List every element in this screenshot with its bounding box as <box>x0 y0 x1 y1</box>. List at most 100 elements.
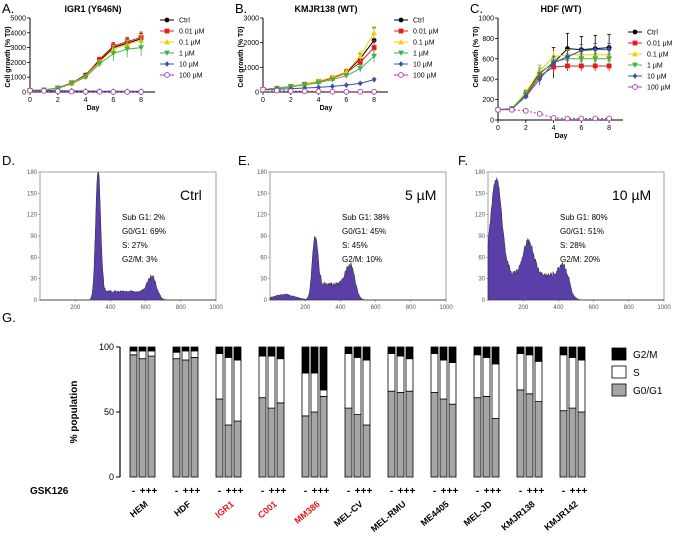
panel-a-plot: 0 1000 2000 3000 4000 5000 0 2 4 6 8 <box>10 16 155 104</box>
data-point <box>371 29 378 36</box>
legend-label: 0.1 µM <box>413 40 435 47</box>
data-point <box>606 115 612 122</box>
bar-s <box>190 350 199 358</box>
panel-c-ylabel: Cell growth (% T0) <box>473 26 480 87</box>
legend-swatch-marker <box>632 29 638 35</box>
data-point <box>578 63 584 69</box>
treatment-level: - <box>304 486 307 497</box>
bar-g2m <box>224 346 233 358</box>
bar-g0g1 <box>405 390 414 478</box>
legend-swatch-marker <box>164 61 170 67</box>
x-tick-label: 1000 <box>657 305 671 311</box>
bar-s <box>525 354 534 395</box>
data-point <box>592 115 599 122</box>
bar-g2m <box>482 346 491 358</box>
data-point <box>357 60 363 65</box>
data-point <box>96 61 103 67</box>
bar-g2m <box>405 346 414 360</box>
data-point <box>357 66 364 72</box>
category-label: MEL-CV <box>332 499 365 529</box>
x-tick-label: 400 <box>553 305 564 311</box>
y-tick-label: 150 <box>257 191 268 197</box>
series-line <box>29 38 142 92</box>
treatment-level: + <box>570 486 576 497</box>
bar-g2m <box>138 346 147 352</box>
legend-label: 100 µM <box>413 73 437 80</box>
treatment-level: ++ <box>189 486 201 497</box>
data-point <box>551 59 556 66</box>
y-tick-label: 400 <box>482 77 494 84</box>
legend-label: 100 µM <box>179 73 203 80</box>
x-tick-label: 200 <box>70 305 81 311</box>
bar-g0g1 <box>138 358 147 478</box>
y-tick-label: 120 <box>257 213 268 219</box>
data-point <box>110 51 117 57</box>
bar-s <box>181 350 190 361</box>
data-point <box>537 76 543 83</box>
bar-g2m <box>129 346 138 352</box>
panel-d-letter: D. <box>2 153 15 168</box>
bar-s <box>319 389 328 397</box>
panel-e-stat-g0g1: G0/G1: 45% <box>342 227 386 236</box>
treatment-level: ++ <box>146 486 158 497</box>
y-tick-label: 2000 <box>10 60 26 67</box>
treatment-level: - <box>433 486 436 497</box>
data-point <box>82 88 89 95</box>
data-point <box>343 73 350 79</box>
panel-d-label: Ctrl <box>180 187 202 203</box>
legend-swatch-marker <box>398 50 404 56</box>
bar-g2m <box>181 346 190 352</box>
y-tick-label: 0 <box>490 118 494 125</box>
panel-d-stat-g2m: G2/M: 3% <box>122 255 158 264</box>
treatment-level: ++ <box>404 486 416 497</box>
data-point <box>357 88 364 95</box>
bar-g2m <box>473 346 482 356</box>
legend-label: G2/M <box>633 350 657 361</box>
category-label: IGR1 <box>213 499 236 520</box>
treatment-level: ++ <box>576 486 588 497</box>
series-line <box>29 47 142 92</box>
y-tick-label: 0 <box>482 298 486 304</box>
panel-b-legend: Ctrl 0.01 µM 0.1 µM 1 µM 10 µM 100 µM <box>394 18 439 80</box>
panel-f-stat-subg1: Sub G1: 80% <box>560 213 608 222</box>
treatment-level: ++ <box>232 486 244 497</box>
y-tick-label: 5000 <box>10 16 26 23</box>
x-tick-label: 4 <box>317 97 321 104</box>
y-tick-label: 90 <box>478 234 485 240</box>
data-point <box>371 76 377 83</box>
treatment-level: + <box>441 486 447 497</box>
bar-g2m <box>448 346 457 364</box>
histogram-area <box>487 177 664 301</box>
data-point <box>592 46 598 53</box>
panel-d-histogram: 0 30 60 90 120 150 180 200 400 600 800 1000 <box>27 170 223 311</box>
y-tick-label: 600 <box>482 56 494 63</box>
bar-g0g1 <box>147 355 156 478</box>
y-tick-label: 30 <box>30 277 37 283</box>
bar-s <box>405 358 414 392</box>
data-point <box>550 115 557 121</box>
panel-e-letter: E. <box>238 153 250 168</box>
y-tick-label: 800 <box>482 36 494 43</box>
legend-swatch <box>611 383 627 397</box>
bar-s <box>267 355 276 409</box>
bar-g2m <box>147 346 156 352</box>
legend-swatch-marker <box>164 72 170 78</box>
legend-swatch <box>611 347 627 361</box>
bar-g0g1 <box>276 402 285 478</box>
data-point <box>592 56 599 62</box>
data-point <box>124 46 131 52</box>
series-line <box>29 90 142 93</box>
treatment-level: ++ <box>318 486 330 497</box>
bar-s <box>215 353 224 400</box>
category-label: MEL-JD <box>462 499 494 529</box>
legend-swatch-marker <box>632 51 638 57</box>
data-point <box>371 45 377 50</box>
legend-label: 0.1 µM <box>179 40 201 47</box>
bar-g2m <box>310 346 319 374</box>
legend-swatch-marker <box>632 84 638 90</box>
data-point <box>578 56 585 62</box>
bar-g2m <box>215 346 224 354</box>
x-tick-label: 600 <box>589 305 600 311</box>
